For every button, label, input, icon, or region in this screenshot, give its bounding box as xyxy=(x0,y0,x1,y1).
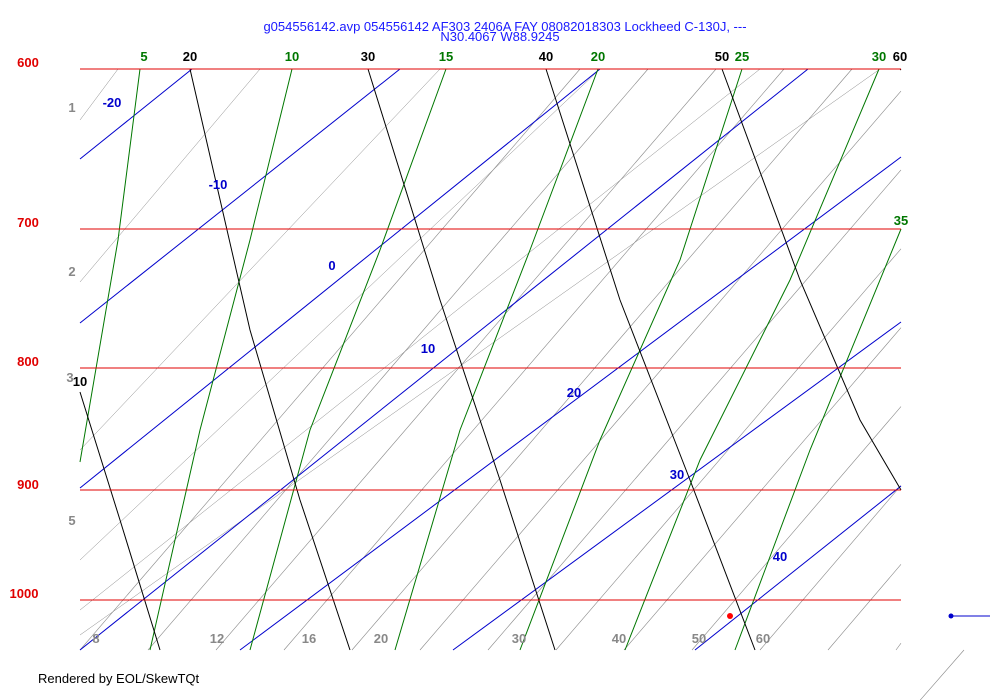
mixing-ratio-line xyxy=(79,68,119,121)
mixing-ratio-line xyxy=(827,564,902,651)
dry-adiabat-line xyxy=(545,68,756,651)
footer-credit: Rendered by EOL/SkewTQt xyxy=(38,671,200,686)
isotherm-line xyxy=(452,321,902,651)
mixing-ratio-label: 60 xyxy=(756,631,770,646)
chart-subtitle: N30.4067 W88.9245 xyxy=(440,29,559,44)
mixing-ratio-line xyxy=(79,68,601,561)
moist-adiabat-line xyxy=(149,68,293,651)
chart-title: g054556142.avp 054556142 AF303 2406A FAY… xyxy=(263,19,746,34)
isotherm-line xyxy=(79,68,809,651)
mixing-ratio-line xyxy=(759,485,902,651)
mixing-ratio-label: 1 xyxy=(68,100,75,115)
dry-adiabat-line xyxy=(79,391,161,651)
moist-adiabat-line xyxy=(394,68,599,651)
mixing-ratio-line xyxy=(419,90,902,651)
mixing-ratio-label: 2 xyxy=(68,264,75,279)
moist-adiabat-label: 5 xyxy=(140,49,147,64)
isotherm-label: 10 xyxy=(421,341,435,356)
dry-adiabat-label: 20 xyxy=(183,49,197,64)
mixing-ratio-line xyxy=(79,68,881,636)
observation-point xyxy=(727,613,733,619)
isotherm-line xyxy=(79,68,401,324)
isotherm-line xyxy=(239,156,902,651)
moist-adiabat-label: 30 xyxy=(872,49,886,64)
isotherm-label: 40 xyxy=(773,549,787,564)
mixing-ratio-label: 3 xyxy=(66,370,73,385)
dry-adiabat-label: 50 xyxy=(715,49,729,64)
dry-adiabat-line xyxy=(189,68,351,651)
isotherm-label: 20 xyxy=(567,385,581,400)
pressure-label: 900 xyxy=(17,477,39,492)
isotherm-line xyxy=(79,68,601,489)
axis-labels: 600 700 800 900 1000 -20 -10 0 10 20 30 … xyxy=(10,49,909,646)
moist-adiabat-label: 35 xyxy=(894,213,908,228)
dry-adiabat-line xyxy=(367,68,556,651)
pressure-label: 700 xyxy=(17,215,39,230)
isotherm-label: 0 xyxy=(328,258,335,273)
mixing-ratio-label: 12 xyxy=(210,631,224,646)
moist-adiabat-line xyxy=(624,68,880,651)
mixing-ratio-line xyxy=(487,169,902,651)
mixing-ratio-label: 50 xyxy=(692,631,706,646)
dry-adiabat-label: 40 xyxy=(539,49,553,64)
mixing-ratio-line xyxy=(79,68,261,283)
isobar-lines xyxy=(80,68,901,601)
moist-adiabat-line xyxy=(79,68,141,463)
mixing-ratio-line xyxy=(79,68,441,451)
moist-adiabat-label: 20 xyxy=(591,49,605,64)
isotherm-label: -20 xyxy=(103,95,122,110)
mixing-ratio-line xyxy=(147,68,649,651)
wind-barb-base xyxy=(948,613,954,619)
mixing-ratio-label: 8 xyxy=(92,631,99,646)
mixing-ratio-line xyxy=(895,643,902,651)
dry-adiabat-label: 30 xyxy=(361,49,375,64)
pressure-label: 1000 xyxy=(10,586,39,601)
mixing-ratio-line xyxy=(351,68,853,651)
mixing-ratio-label: 40 xyxy=(612,631,626,646)
moist-adiabat-line xyxy=(519,68,743,651)
isotherm-lines xyxy=(79,68,902,651)
mixing-ratio-label: 16 xyxy=(302,631,316,646)
mixing-ratio-line xyxy=(691,406,902,651)
mixing-ratio-line xyxy=(79,68,581,651)
isotherm-label: 30 xyxy=(670,467,684,482)
mixing-ratio-line xyxy=(79,68,761,611)
mixing-ratio-label: 30 xyxy=(512,631,526,646)
pressure-label: 800 xyxy=(17,354,39,369)
mixing-ratio-line xyxy=(555,248,902,651)
mixing-ratio-lines xyxy=(79,68,965,700)
moist-adiabat-label: 10 xyxy=(285,49,299,64)
mixing-ratio-label: 5 xyxy=(68,513,75,528)
moist-adiabat-line xyxy=(249,68,447,651)
moist-adiabat-label: 15 xyxy=(439,49,453,64)
mixing-ratio-line xyxy=(623,327,902,651)
pressure-label: 600 xyxy=(17,55,39,70)
moist-adiabat-lines xyxy=(79,68,902,651)
dry-adiabat-label: 10 xyxy=(73,374,87,389)
dry-adiabat-label: 60 xyxy=(893,49,907,64)
mixing-ratio-line xyxy=(215,68,717,651)
dry-adiabat-lines xyxy=(79,68,902,651)
mixing-ratio-label: 20 xyxy=(374,631,388,646)
isotherm-label: -10 xyxy=(209,177,228,192)
mixing-ratio-line xyxy=(283,68,785,651)
isotherm-line xyxy=(694,485,902,651)
mixing-ratio-line xyxy=(919,649,965,700)
dry-adiabat-line xyxy=(721,68,902,491)
moist-adiabat-line xyxy=(734,228,902,651)
moist-adiabat-label: 25 xyxy=(735,49,749,64)
isotherm-line xyxy=(79,68,193,160)
